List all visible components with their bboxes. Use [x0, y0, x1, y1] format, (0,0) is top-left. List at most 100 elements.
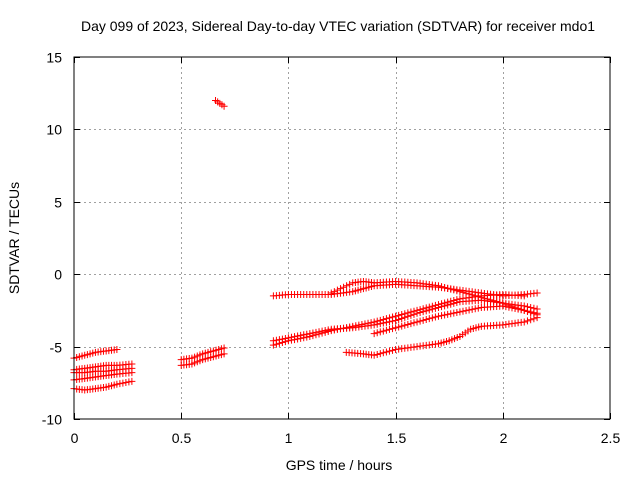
data-point	[425, 315, 433, 323]
data-point	[300, 331, 308, 339]
data-point	[465, 306, 473, 314]
data-point	[379, 349, 387, 357]
data-point	[128, 369, 136, 377]
data-point	[392, 324, 400, 332]
data-point	[324, 326, 332, 334]
series-tracks-mid-b	[177, 350, 228, 369]
data-point	[444, 301, 452, 309]
data-point	[398, 322, 406, 330]
data-point	[434, 312, 442, 320]
data-point	[376, 320, 384, 328]
data-point	[413, 309, 421, 317]
y-tick-label: -5	[50, 340, 63, 356]
data-point	[450, 286, 458, 294]
data-point	[527, 316, 535, 324]
data-point	[413, 318, 421, 326]
x-tick-label: 2	[500, 430, 508, 446]
x-tick-label: 2.5	[601, 430, 621, 446]
data-point	[113, 345, 121, 353]
data-point	[379, 319, 387, 327]
data-point	[343, 282, 351, 290]
data-point	[306, 330, 314, 338]
data-point	[385, 325, 393, 333]
data-point	[431, 313, 439, 321]
plot-frame	[73, 56, 611, 420]
series-tracks-early-d	[70, 369, 136, 384]
data-point	[444, 284, 452, 292]
data-point	[395, 323, 403, 331]
y-tick-label: 10	[46, 122, 62, 138]
data-point	[321, 326, 329, 334]
data-point	[315, 328, 323, 336]
data-point	[333, 286, 341, 294]
data-point	[447, 300, 455, 308]
data-point	[527, 308, 535, 316]
data-point	[297, 331, 305, 339]
data-point	[456, 308, 464, 316]
data-point	[379, 327, 387, 335]
data-point	[428, 314, 436, 322]
x-tick-label: 1	[285, 430, 293, 446]
data-point	[499, 302, 507, 310]
data-point	[422, 316, 430, 324]
data-point	[459, 307, 467, 315]
data-point	[462, 307, 470, 315]
data-point	[514, 305, 522, 313]
data-point	[416, 317, 424, 325]
data-point	[382, 348, 390, 356]
data-point	[468, 305, 476, 313]
data-points	[70, 96, 541, 394]
data-point	[517, 306, 525, 314]
data-point	[407, 311, 415, 319]
data-point	[419, 316, 427, 324]
data-point	[520, 306, 528, 314]
y-axis-label: SDTVAR / TECUs	[6, 182, 22, 294]
data-point	[438, 303, 446, 311]
data-point	[444, 310, 452, 318]
data-point	[410, 319, 418, 327]
data-point	[434, 304, 442, 312]
data-point	[284, 334, 292, 342]
data-point	[370, 330, 378, 338]
data-point	[220, 102, 228, 110]
data-point	[474, 304, 482, 312]
data-point	[370, 351, 378, 359]
data-point	[373, 329, 381, 337]
x-tick-label: 0	[71, 430, 79, 446]
data-point	[327, 289, 335, 297]
data-point	[269, 337, 277, 345]
data-point	[505, 303, 513, 311]
axis-ticks: 0 0.5 1 1.5 2 2.5 -10 -5 0 5 10 15	[42, 50, 621, 447]
data-point	[523, 317, 531, 325]
data-point	[376, 350, 384, 358]
data-point	[385, 347, 393, 355]
data-point	[220, 350, 228, 358]
data-point	[291, 333, 299, 341]
chart-title: Day 099 of 2023, Sidereal Day-to-day VTE…	[81, 18, 595, 34]
grid-lines	[74, 57, 610, 419]
data-point	[340, 283, 348, 291]
data-point	[441, 302, 449, 310]
data-point	[533, 314, 541, 322]
data-point	[419, 308, 427, 316]
data-point	[530, 315, 538, 323]
data-point	[441, 283, 449, 291]
y-tick-label: 5	[54, 195, 62, 211]
data-point	[389, 317, 397, 325]
series-tracks-late-e	[370, 302, 541, 338]
data-point	[434, 282, 442, 290]
data-point	[450, 309, 458, 317]
data-point	[404, 320, 412, 328]
data-point	[520, 292, 528, 300]
data-point	[407, 320, 415, 328]
series-tracks-late-f	[342, 314, 541, 359]
data-point	[373, 350, 381, 358]
data-point	[441, 311, 449, 319]
data-point	[281, 334, 289, 342]
series-tracks-mid-c	[212, 96, 228, 110]
data-point	[401, 313, 409, 321]
data-point	[119, 379, 127, 387]
data-point	[450, 299, 458, 307]
data-point	[389, 325, 397, 333]
data-point	[502, 303, 510, 311]
